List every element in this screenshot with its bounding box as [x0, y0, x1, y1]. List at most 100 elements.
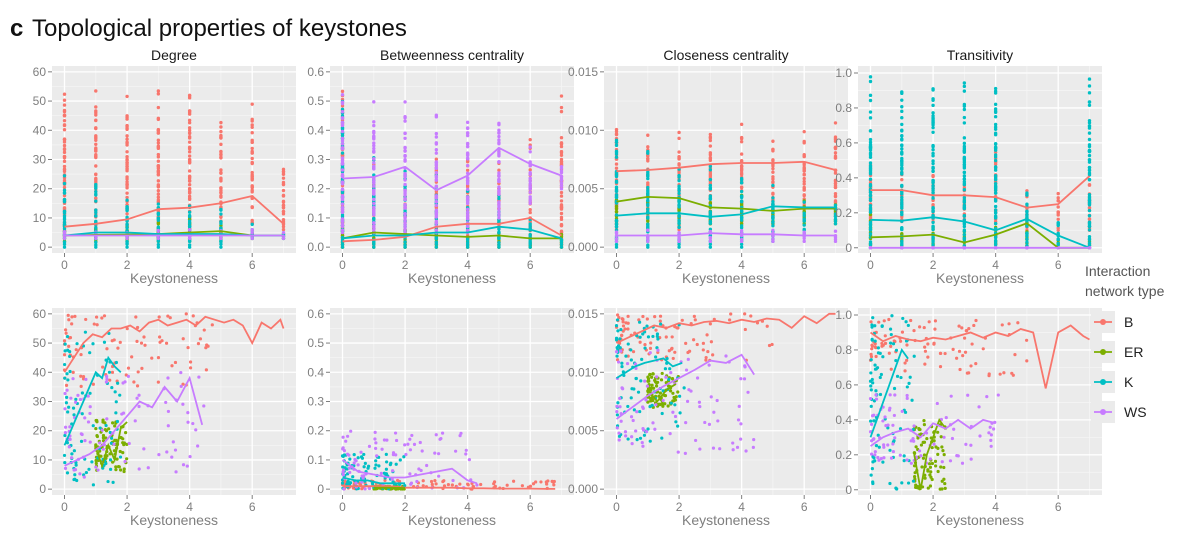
- data-point-WS: [624, 434, 628, 438]
- data-point-K: [104, 423, 108, 428]
- data-point-WS: [912, 439, 916, 443]
- data-point-WS: [948, 459, 953, 463]
- data-point-K: [708, 183, 713, 188]
- data-point-B: [643, 342, 647, 347]
- data-point-WS: [528, 150, 532, 154]
- legend-key-point: [1100, 379, 1106, 385]
- data-point-ER: [922, 419, 926, 423]
- data-point-K: [906, 481, 911, 485]
- data-point-K: [869, 384, 873, 388]
- data-point-WS: [677, 239, 681, 244]
- data-point-K: [868, 93, 873, 98]
- data-point-K: [677, 199, 681, 204]
- data-point-K: [620, 361, 624, 365]
- data-point-K: [116, 381, 120, 385]
- data-point-WS: [642, 428, 646, 432]
- data-point-ER: [614, 204, 619, 208]
- data-point-B: [1056, 196, 1060, 200]
- data-point-K: [911, 479, 916, 483]
- data-point-WS: [651, 421, 655, 425]
- data-point-K: [340, 245, 345, 249]
- data-point-WS: [425, 463, 429, 468]
- data-point-WS: [409, 482, 413, 486]
- data-point-WS: [434, 166, 439, 170]
- data-point-B: [951, 347, 955, 351]
- data-point-B: [62, 123, 67, 127]
- data-point-B: [559, 199, 564, 203]
- series-line-WS: [341, 459, 478, 485]
- data-point-WS: [434, 113, 439, 117]
- data-point-WS: [372, 146, 376, 151]
- data-point-B: [94, 126, 98, 131]
- y-tick-label: 0.010: [568, 123, 598, 137]
- data-point-WS: [625, 361, 630, 366]
- data-point-WS: [170, 455, 174, 459]
- data-point-WS: [671, 410, 675, 414]
- data-point-B: [528, 210, 532, 215]
- data-point-K: [708, 219, 713, 224]
- points-WS: [614, 348, 756, 455]
- data-point-B: [187, 121, 192, 125]
- data-point-B: [156, 164, 161, 168]
- data-point-B: [156, 116, 161, 121]
- data-point-K: [70, 452, 74, 456]
- data-point-B: [94, 148, 98, 153]
- data-point-WS: [340, 156, 345, 160]
- data-point-K: [403, 243, 407, 247]
- data-point-B: [125, 166, 129, 171]
- data-point-B: [559, 141, 564, 146]
- data-point-ER: [117, 465, 121, 469]
- data-point-B: [692, 314, 696, 318]
- data-point-B: [187, 145, 192, 149]
- data-point-K: [352, 453, 356, 457]
- data-point-WS: [619, 419, 623, 423]
- data-point-K: [931, 111, 935, 115]
- data-point-K: [962, 115, 967, 120]
- data-point-WS: [354, 481, 358, 485]
- data-point-WS: [105, 417, 109, 421]
- data-point-B: [641, 314, 645, 319]
- data-point-B: [281, 203, 286, 208]
- data-point-B: [156, 356, 161, 360]
- data-point-K: [876, 346, 880, 350]
- data-point-K: [646, 173, 650, 177]
- data-point-WS: [197, 375, 201, 379]
- data-point-B: [479, 482, 483, 487]
- data-point-B: [62, 98, 67, 102]
- data-point-B: [281, 210, 286, 214]
- data-point-K: [878, 351, 882, 356]
- data-point-K: [1025, 232, 1029, 236]
- data-point-WS: [497, 149, 501, 154]
- data-point-ER: [670, 377, 675, 381]
- panel-background: [858, 308, 1102, 495]
- data-point-WS: [739, 377, 743, 381]
- y-tick-label: 0: [39, 240, 46, 254]
- data-point-B: [421, 484, 425, 488]
- data-point-WS: [724, 354, 728, 358]
- data-point-ER: [646, 219, 650, 223]
- data-point-K: [771, 220, 775, 225]
- data-point-K: [962, 224, 967, 229]
- data-point-WS: [892, 413, 896, 418]
- data-point-K: [497, 227, 501, 231]
- data-point-K: [641, 332, 645, 336]
- y-tick-label: 0.2: [307, 182, 324, 196]
- data-point-ER: [121, 437, 125, 441]
- data-point-WS: [644, 398, 648, 402]
- data-point-ER: [113, 438, 117, 442]
- data-point-B: [932, 341, 936, 345]
- data-point-K: [68, 369, 72, 374]
- data-point-WS: [661, 398, 665, 403]
- data-point-K: [900, 159, 904, 163]
- data-point-K: [110, 385, 114, 390]
- data-point-K: [638, 436, 643, 440]
- data-point-B: [340, 89, 345, 94]
- data-point-K: [109, 467, 113, 471]
- data-point-K: [868, 198, 873, 202]
- data-point-K: [871, 460, 875, 464]
- data-point-B: [701, 341, 705, 345]
- data-point-B: [187, 128, 192, 132]
- data-point-B: [771, 166, 775, 171]
- data-point-WS: [340, 205, 345, 210]
- data-point-K: [900, 163, 904, 167]
